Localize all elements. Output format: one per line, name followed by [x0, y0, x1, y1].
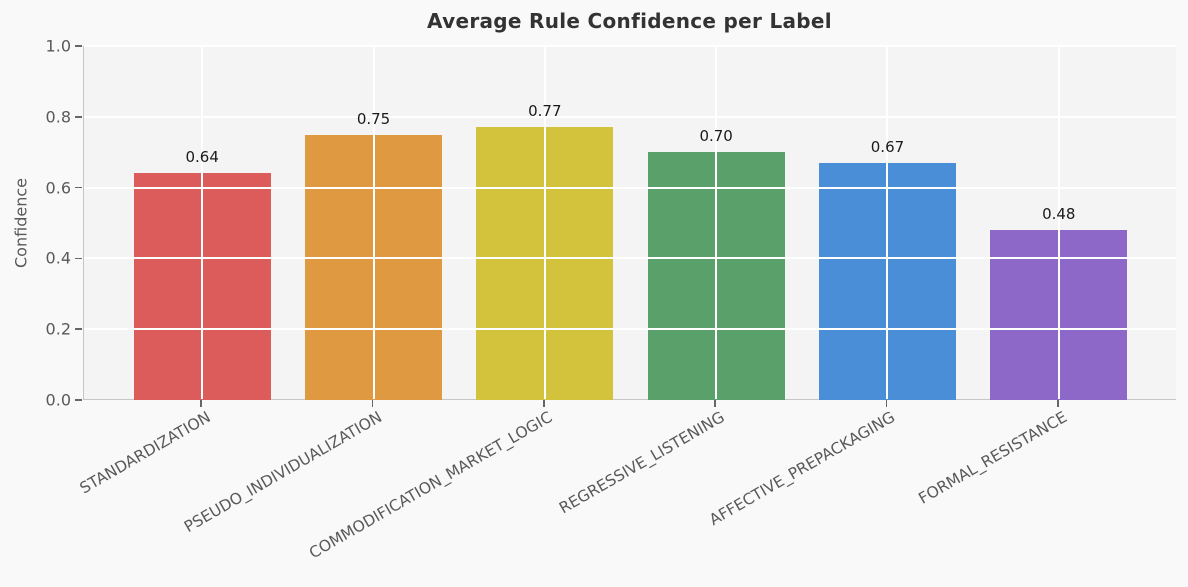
- bar-value-label: 0.70: [699, 127, 733, 146]
- bar-value-label: 0.77: [528, 102, 562, 121]
- horizontal-gridline: [84, 257, 1176, 260]
- horizontal-gridline: [84, 45, 1176, 47]
- y-tick-label: 1.0: [45, 36, 71, 56]
- x-tick-mark: [714, 400, 716, 407]
- x-tick-label-formal-resistance: FORMAL_RESISTANCE: [915, 408, 1070, 508]
- vertical-gridline: [543, 46, 546, 399]
- y-tick-label: 0.0: [45, 390, 71, 410]
- x-tick-mark: [1057, 400, 1059, 407]
- vertical-gridline: [372, 46, 375, 399]
- horizontal-gridline: [84, 186, 1176, 189]
- vertical-gridline: [1057, 46, 1060, 399]
- plot-area: 0.64 0.75 0.77 0.70 0.67 0.48: [83, 45, 1176, 400]
- y-tick-mark: [75, 257, 82, 260]
- vertical-gridline: [715, 46, 718, 399]
- y-tick-label: 0.4: [45, 248, 71, 268]
- vertical-gridline: [886, 46, 889, 399]
- y-tick-mark: [75, 116, 82, 118]
- y-tick-mark: [75, 186, 82, 189]
- vertical-gridline: [201, 46, 204, 399]
- horizontal-gridline: [84, 115, 1176, 118]
- y-tick-mark: [75, 399, 82, 401]
- y-tick-label: 0.8: [45, 107, 71, 127]
- bar-value-label: 0.75: [356, 109, 391, 128]
- bar-value-label: 0.67: [870, 137, 905, 156]
- x-tick-mark: [885, 400, 888, 407]
- chart-title: Average Rule Confidence per Label: [427, 9, 832, 33]
- x-tick-label-standardization: STANDARDIZATION: [76, 408, 214, 498]
- x-tick-mark: [543, 400, 545, 407]
- x-tick-label-affective-prepackaging: AFFECTIVE_PREPACKAGING: [706, 408, 899, 530]
- y-tick-label: 0.6: [45, 178, 71, 198]
- bar-value-label: 0.48: [1042, 205, 1076, 224]
- horizontal-gridline: [84, 328, 1176, 331]
- x-tick-mark: [200, 400, 202, 407]
- y-tick-label: 0.2: [45, 319, 71, 339]
- y-tick-mark: [75, 328, 82, 330]
- x-tick-label-pseudo-individualization: PSEUDO_INDIVIDUALIZATION: [180, 408, 385, 537]
- bar-value-label: 0.64: [185, 148, 219, 167]
- x-tick-mark: [371, 400, 374, 407]
- y-tick-mark: [75, 45, 82, 47]
- x-tick-label-regressive-listening: REGRESSIVE_LISTENING: [555, 408, 728, 518]
